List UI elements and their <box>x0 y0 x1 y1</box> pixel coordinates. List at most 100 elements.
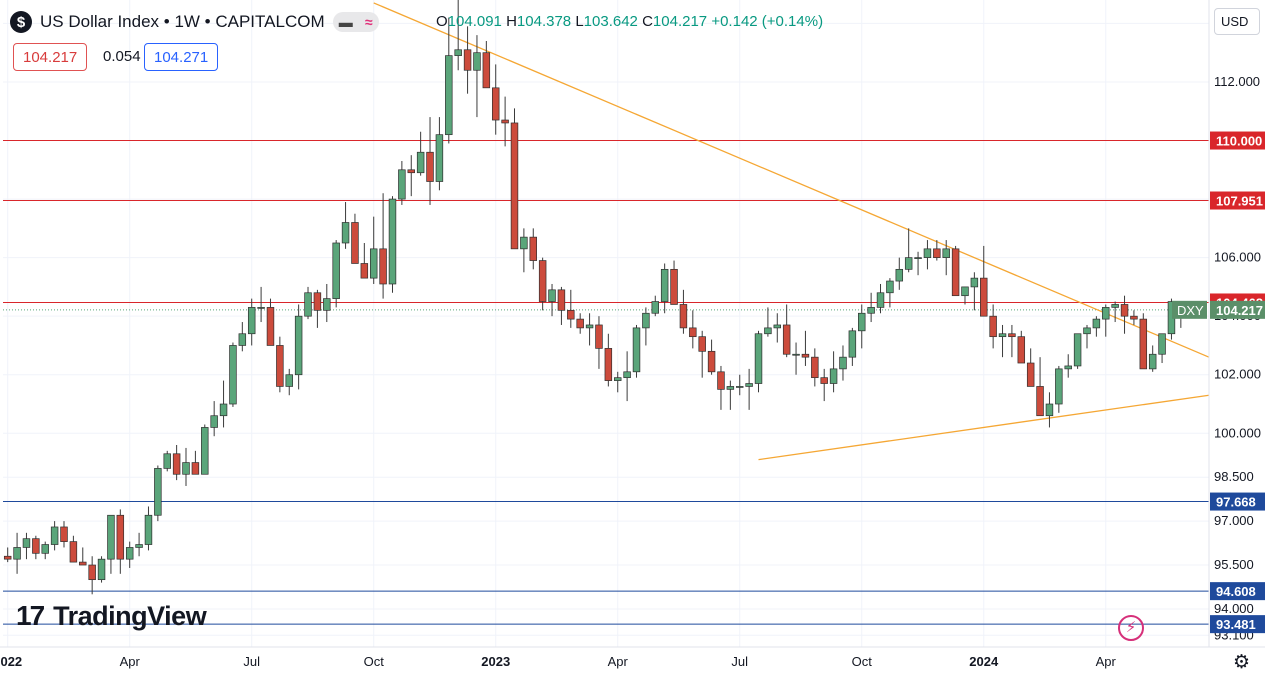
candle-body <box>1064 365 1072 370</box>
bolt-icon[interactable]: ⚡ <box>1118 615 1144 641</box>
candle-body <box>201 427 209 475</box>
candle <box>1158 333 1166 364</box>
open-label: O <box>436 13 448 30</box>
candle <box>219 380 228 428</box>
candle-body <box>689 327 697 338</box>
chart-mode-toggle[interactable]: ▬ ≈ <box>332 12 379 32</box>
level-price-label: 107.951 <box>1216 194 1263 209</box>
candle <box>595 316 603 369</box>
candle <box>341 202 350 249</box>
candle <box>895 257 904 290</box>
candle <box>1073 333 1082 369</box>
upper-trendline <box>373 2 1210 358</box>
symbol-tag <box>1172 300 1207 319</box>
symbol-title[interactable]: US Dollar Index • 1W • CAPITALCOM <box>40 12 325 31</box>
candle <box>520 228 528 273</box>
current-price-label: 104.217 <box>1216 303 1263 318</box>
candle-body <box>79 561 87 566</box>
candle-body <box>1130 315 1138 320</box>
y-tick-label: 97.000 <box>1214 513 1254 528</box>
sell-button[interactable]: 104.217 <box>13 43 88 71</box>
candle <box>886 278 894 308</box>
candle <box>144 506 153 551</box>
line-toggle-icon[interactable]: ▬ <box>338 14 353 30</box>
candle <box>388 196 397 293</box>
candle <box>210 401 218 437</box>
candle <box>951 245 960 297</box>
candle <box>1102 304 1110 337</box>
candle-body <box>1120 304 1129 317</box>
candle-body <box>60 526 68 542</box>
candle <box>980 245 988 317</box>
candle-body <box>773 324 782 329</box>
close-value: 104.217 <box>652 13 708 30</box>
chart-header: $ US Dollar Index • 1W • CAPITALCOM ▬ ≈ <box>10 8 379 36</box>
candle-body <box>69 541 78 563</box>
candle <box>698 330 706 378</box>
candle-body <box>210 415 218 428</box>
candle <box>107 514 115 574</box>
wave-toggle-icon[interactable]: ≈ <box>364 14 373 30</box>
gear-icon[interactable]: ⚙ <box>1233 652 1251 673</box>
y-tick-label: 106.000 <box>1214 250 1261 265</box>
candle <box>351 213 359 264</box>
candle-body <box>1026 362 1035 387</box>
candle <box>116 509 125 574</box>
candle-body <box>980 277 988 317</box>
candle <box>285 368 293 396</box>
candle-body <box>219 403 228 417</box>
candle <box>576 313 584 334</box>
candle <box>557 286 566 325</box>
candle <box>942 240 950 276</box>
candle-body <box>276 345 284 387</box>
candle <box>538 257 547 311</box>
candle-body <box>266 307 275 346</box>
candle-body <box>1017 336 1026 364</box>
candle <box>642 307 650 346</box>
y-tick-label: 98.500 <box>1214 469 1254 484</box>
candle <box>398 161 406 205</box>
candle-body <box>445 55 453 136</box>
candle <box>792 342 800 375</box>
candle-body <box>88 564 96 581</box>
candle-body <box>623 371 631 379</box>
candle-body <box>998 333 1007 338</box>
candle-body <box>717 371 725 390</box>
candle <box>482 40 491 89</box>
buy-button[interactable]: 104.271 <box>144 43 219 71</box>
candle <box>1092 316 1101 337</box>
candle-body <box>914 257 922 259</box>
candle <box>22 532 31 560</box>
low-label: L <box>575 13 584 30</box>
candle-body <box>876 292 885 308</box>
candle <box>163 450 171 472</box>
candle <box>689 310 697 349</box>
tradingview-logo[interactable]: 17 TradingView <box>16 600 207 632</box>
candle-body <box>32 538 40 554</box>
candle-body <box>285 374 293 387</box>
candle <box>829 351 838 393</box>
candle-body <box>520 236 528 250</box>
spread-value: 0.054 <box>103 48 141 65</box>
level-price-label: 110.000 <box>1216 134 1262 149</box>
candle <box>13 532 21 574</box>
candle-body <box>1158 333 1166 355</box>
candle <box>961 286 969 305</box>
candle <box>1064 354 1072 378</box>
candle <box>435 117 444 191</box>
candle <box>304 286 312 320</box>
dollar-icon: $ <box>10 11 32 33</box>
y-tick-label: 112.000 <box>1214 74 1260 89</box>
candle-body <box>182 462 190 475</box>
candle-body <box>557 289 566 311</box>
candle <box>1026 348 1035 387</box>
candle-body <box>491 87 500 121</box>
currency-select[interactable]: USD <box>1214 8 1260 35</box>
ohlc-readout: O104.091 H104.378 L103.642 C104.217 +0.1… <box>436 13 823 30</box>
candle-body <box>398 169 406 200</box>
candle <box>754 330 763 393</box>
candle-body <box>304 292 312 317</box>
level-price-label: 94.608 <box>1216 584 1256 599</box>
candle-body <box>163 453 171 469</box>
